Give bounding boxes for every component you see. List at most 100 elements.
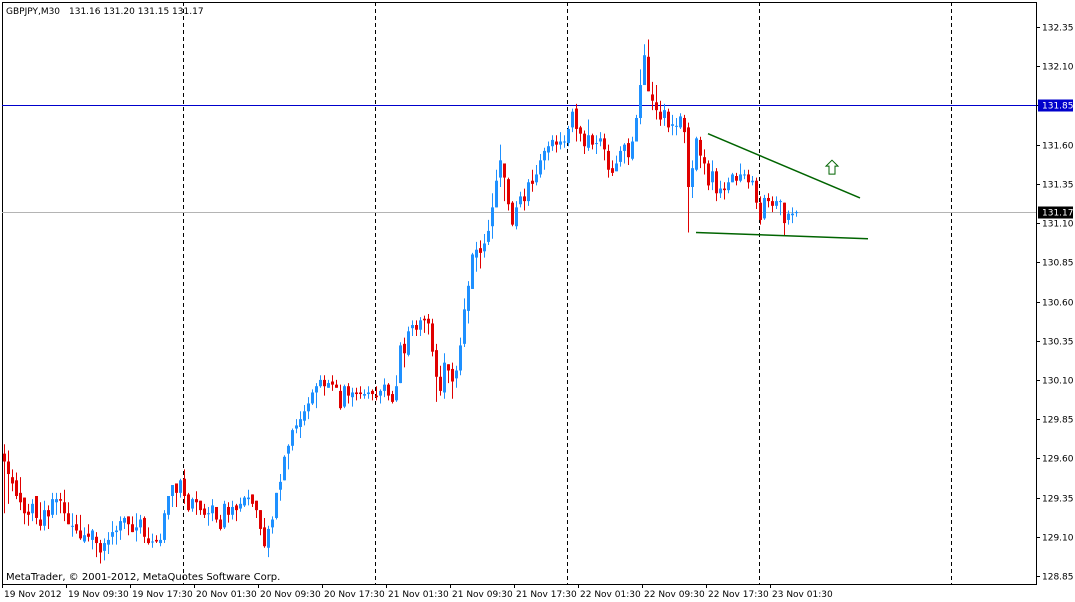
candle-body	[411, 325, 414, 329]
candle-body	[219, 519, 222, 529]
candle-body	[443, 362, 446, 393]
candle-body	[315, 386, 318, 393]
candle	[755, 177, 758, 209]
candle-body	[263, 527, 266, 547]
candle	[275, 492, 278, 520]
candle-body	[455, 370, 458, 379]
candle-body	[619, 150, 622, 162]
candle-body	[535, 174, 538, 183]
candle-body	[347, 386, 350, 396]
candle-body	[183, 478, 186, 497]
candle	[551, 135, 554, 151]
candle-body	[567, 128, 570, 144]
candle-body	[3, 453, 6, 462]
candle	[431, 318, 434, 357]
candle	[535, 165, 538, 186]
candle-body	[327, 383, 330, 388]
candle	[355, 387, 358, 401]
candle-body	[479, 248, 482, 253]
candle-body	[695, 138, 698, 170]
candle-body	[439, 376, 442, 391]
candle-body	[207, 513, 210, 515]
candle	[687, 122, 690, 233]
candle-body	[527, 182, 530, 202]
candle-body	[111, 532, 114, 537]
candle-body	[179, 480, 182, 493]
candle	[123, 516, 126, 529]
candle-body	[199, 500, 202, 511]
candle	[639, 69, 642, 125]
candle	[643, 44, 646, 86]
candle-body	[203, 508, 206, 515]
candle-body	[655, 102, 658, 111]
candle-body	[275, 492, 278, 518]
candle	[51, 492, 54, 518]
candle	[55, 492, 58, 515]
candle	[3, 444, 6, 514]
candle-body	[311, 392, 314, 404]
candle	[211, 499, 214, 522]
candle	[23, 497, 26, 525]
candle	[59, 492, 62, 514]
candle-body	[475, 249, 478, 258]
candle-body	[39, 519, 42, 526]
candle	[11, 469, 14, 492]
candle	[663, 103, 666, 126]
candle	[159, 533, 162, 547]
candle	[227, 502, 230, 523]
candle	[423, 315, 426, 333]
candle	[351, 387, 354, 407]
candle-body	[335, 384, 338, 388]
candle	[619, 146, 622, 167]
y-tick-label: 129.10	[1042, 534, 1074, 544]
candle-body	[499, 160, 502, 178]
candle-body	[27, 511, 30, 515]
candle-body	[103, 543, 106, 551]
candle	[347, 383, 350, 404]
candle-body	[87, 533, 90, 537]
candle	[691, 160, 694, 198]
candle-body	[299, 419, 302, 427]
time-axis: 19 Nov 2012 19 Nov 09:30 19 Nov 17:30 20 No…	[2, 584, 833, 600]
candle-body	[623, 144, 626, 151]
candle-body	[755, 180, 758, 203]
candle-body	[667, 111, 670, 128]
candle-body	[79, 530, 82, 539]
candles[interactable]	[3, 39, 798, 564]
y-tick-label: 129.35	[1042, 495, 1074, 505]
y-tick-label: 132.10	[1042, 63, 1074, 73]
y-tick-label: 130.35	[1042, 338, 1074, 348]
candle	[147, 527, 150, 545]
candle	[63, 489, 66, 522]
candle	[479, 240, 482, 269]
candle-body	[651, 94, 654, 101]
candle-body	[483, 243, 486, 252]
candle-body	[259, 510, 262, 529]
trendlines[interactable]	[695, 132, 869, 240]
candle	[271, 516, 274, 534]
candle	[495, 169, 498, 208]
candle	[671, 114, 674, 136]
candle-body	[19, 492, 22, 503]
candle-body	[363, 394, 366, 396]
candle	[503, 163, 506, 202]
y-tick-label: 130.10	[1042, 377, 1074, 387]
candle-body	[427, 318, 430, 324]
candle	[279, 474, 282, 501]
candle-body	[471, 254, 474, 289]
candle	[335, 379, 338, 388]
candle-body	[423, 318, 426, 321]
current-price-label: 131.17	[1042, 209, 1074, 219]
candle	[83, 527, 86, 544]
candle-body	[687, 127, 690, 187]
candle-body	[727, 182, 730, 191]
candle-body	[715, 171, 718, 194]
candle	[555, 135, 558, 153]
candle-body	[367, 392, 370, 395]
candle-body	[43, 510, 46, 526]
candle	[599, 132, 602, 147]
candle	[491, 193, 494, 239]
candle	[703, 149, 706, 175]
candle-body	[767, 197, 770, 202]
